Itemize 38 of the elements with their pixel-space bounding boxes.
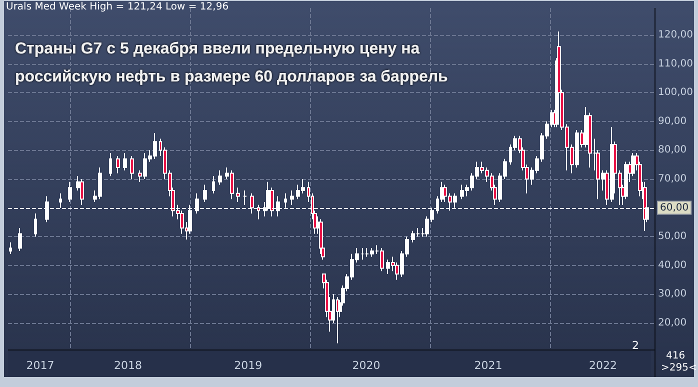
candlestick [123, 152, 127, 171]
y-tick-label: 100,00 [658, 87, 693, 98]
candlestick [336, 296, 339, 344]
y-tick-label: 90,00 [658, 116, 687, 127]
y-tick-label: 70,00 [658, 174, 687, 184]
candlestick [130, 155, 134, 180]
text: 416 [666, 350, 686, 362]
y-tick-label: 120,00 [658, 30, 693, 41]
x-tick-label: 2022 [589, 359, 618, 372]
x-tick-label: 2017 [26, 359, 54, 372]
annotation: Urals Med Week High = 121,24 Low = 12,96 [6, 2, 229, 12]
x-tick-label: 2020 [352, 359, 380, 372]
x-tick-label: 2021 [474, 359, 502, 372]
candlestick [34, 213, 37, 238]
candlestick [290, 190, 294, 206]
candlestick [361, 248, 364, 260]
candlestick [109, 152, 112, 177]
candlestick [218, 170, 222, 186]
candlestick [68, 181, 72, 203]
candlestick [243, 190, 247, 206]
y-tick-label: 60,00 [660, 202, 689, 214]
candlestick [203, 184, 207, 203]
y-tick-label: 80,00 [658, 144, 687, 156]
candlestick [18, 227, 22, 252]
candlestick [236, 187, 240, 203]
annotation: 2 [632, 339, 639, 352]
candlestick [212, 176, 215, 194]
y-tick-label: 20,00 [658, 317, 687, 328]
y-tick-label: 110,00 [658, 58, 693, 70]
x-tick-label: 2018 [114, 359, 142, 372]
candlestick [116, 155, 120, 174]
candlestick [9, 242, 12, 254]
text: Страны G7 с 5 декабря ввели предельную цену на российскую нефть в размере 60 долларов за баррель [15, 40, 448, 86]
candlestick [80, 178, 84, 206]
x-tick-label: 2019 [234, 359, 262, 372]
y-tick-label: 50,00 [658, 231, 687, 242]
y-tick-label: 40,00 [658, 260, 687, 271]
y-tick-label: 30,00 [658, 288, 687, 300]
